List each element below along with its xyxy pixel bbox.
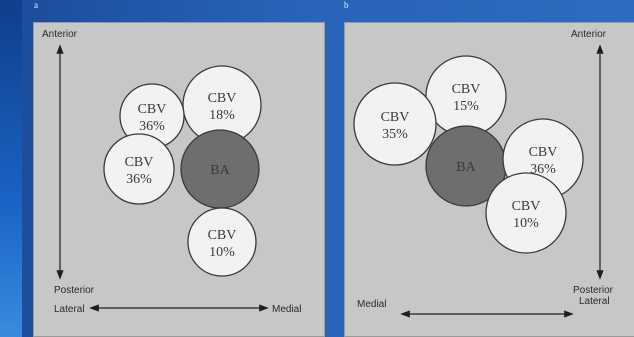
cbv-node: CBV 15% bbox=[425, 55, 507, 137]
node-label: BA bbox=[456, 160, 476, 175]
node-label: CBV bbox=[452, 82, 481, 97]
diagram-panel-a: Anterior Posterior Lateral Medial CBV 18%… bbox=[33, 22, 325, 337]
ba-node: BA bbox=[425, 125, 507, 207]
lateral-label: Lateral bbox=[579, 296, 610, 307]
diagram-panel-b: Anterior Posterior Lateral Medial CBV 15%… bbox=[344, 22, 634, 337]
panel-a-corner-label: a bbox=[34, 0, 38, 10]
medial-label: Medial bbox=[357, 299, 386, 310]
cbv-node: CBV 10% bbox=[187, 207, 257, 277]
lateral-label: Lateral bbox=[54, 304, 85, 315]
anterior-label: Anterior bbox=[571, 29, 607, 40]
node-label: CBV bbox=[512, 199, 541, 214]
node-label: CBV bbox=[138, 102, 167, 117]
cbv-node: CBV 36% bbox=[103, 133, 175, 205]
node-percentage: 35% bbox=[382, 127, 408, 142]
cbv-node: CBV 35% bbox=[353, 82, 437, 166]
node-label: CBV bbox=[208, 91, 237, 106]
cbv-circle bbox=[353, 82, 437, 166]
node-label: CBV bbox=[125, 155, 154, 170]
node-percentage: 36% bbox=[530, 162, 556, 177]
node-percentage: 10% bbox=[209, 245, 235, 260]
cbv-circle bbox=[103, 133, 175, 205]
node-label: CBV bbox=[529, 145, 558, 160]
node-percentage: 36% bbox=[139, 119, 165, 134]
posterior-label: Posterior bbox=[54, 285, 95, 296]
node-percentage: 36% bbox=[126, 172, 152, 187]
panel-b-corner-label: b bbox=[344, 0, 349, 10]
node-label: BA bbox=[210, 163, 230, 178]
posterior-label: Posterior bbox=[573, 285, 614, 296]
cbv-node: CBV 36% bbox=[119, 83, 185, 149]
node-percentage: 10% bbox=[513, 216, 539, 231]
cbv-circle bbox=[187, 207, 257, 277]
panel-b-svg: Anterior Posterior Lateral Medial CBV 15%… bbox=[353, 29, 614, 318]
cbv-node: CBV 10% bbox=[485, 172, 567, 254]
node-percentage: 15% bbox=[453, 99, 479, 114]
cbv-node: CBV 18% bbox=[182, 65, 262, 145]
cbv-circle bbox=[485, 172, 567, 254]
node-label: CBV bbox=[381, 110, 410, 125]
node-label: CBV bbox=[208, 228, 237, 243]
panel-a-svg: Anterior Posterior Lateral Medial CBV 18%… bbox=[42, 29, 301, 315]
node-percentage: 18% bbox=[209, 108, 235, 123]
left-stripe bbox=[0, 0, 22, 337]
medial-label: Medial bbox=[272, 304, 301, 315]
ba-node: BA bbox=[180, 129, 260, 209]
anterior-label: Anterior bbox=[42, 29, 78, 40]
